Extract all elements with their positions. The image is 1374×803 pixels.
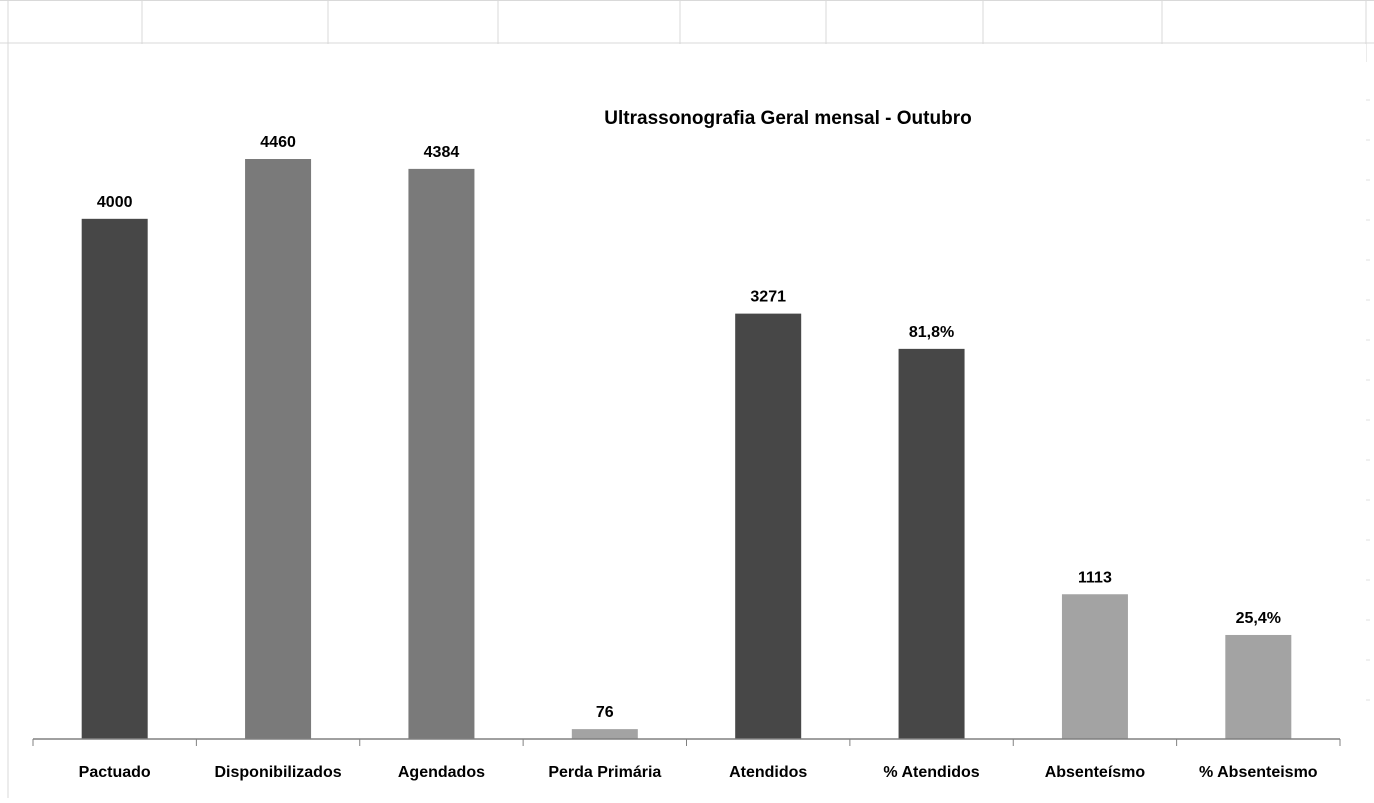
category-label: Pactuado bbox=[79, 764, 151, 781]
bar-7 bbox=[1061, 594, 1128, 739]
bar-4 bbox=[571, 729, 638, 739]
bar-8 bbox=[1225, 634, 1292, 739]
data-label: 81,8% bbox=[909, 324, 954, 341]
category-labels-group: Pactuado Disponibilizados Agendados Perda P… bbox=[79, 764, 1318, 781]
data-label: 76 bbox=[596, 704, 614, 721]
chart-title: Ultrassonografia Geral mensal - Outubro bbox=[604, 108, 971, 129]
data-label: 4000 bbox=[97, 194, 133, 211]
data-label: 1113 bbox=[1078, 569, 1112, 586]
bar-3 bbox=[408, 168, 475, 739]
bars-group bbox=[81, 159, 1292, 740]
x-axis-ticks bbox=[32, 739, 1341, 746]
bar-5 bbox=[735, 313, 802, 739]
chart-area bbox=[9, 44, 1366, 798]
category-label: Atendidos bbox=[729, 764, 807, 781]
data-label: 3271 bbox=[750, 289, 786, 306]
data-label: 25,4% bbox=[1236, 610, 1281, 627]
category-label: Perda Primária bbox=[548, 764, 661, 781]
bar-1 bbox=[81, 218, 148, 740]
category-label: Absenteísmo bbox=[1045, 764, 1146, 781]
bar-2 bbox=[245, 159, 312, 739]
data-labels-group: 4000 4460 4384 76 3271 81,8% 1113 25,4% bbox=[97, 134, 1281, 721]
category-label: Disponibilizados bbox=[215, 764, 342, 781]
category-label: % Absenteismo bbox=[1199, 764, 1318, 781]
data-label: 4460 bbox=[260, 134, 296, 151]
right-edge-ticks bbox=[1366, 99, 1370, 701]
data-label: 4384 bbox=[424, 144, 460, 161]
category-label: % Atendidos bbox=[883, 764, 979, 781]
category-label: Agendados bbox=[398, 764, 485, 781]
bar-6 bbox=[898, 348, 965, 739]
